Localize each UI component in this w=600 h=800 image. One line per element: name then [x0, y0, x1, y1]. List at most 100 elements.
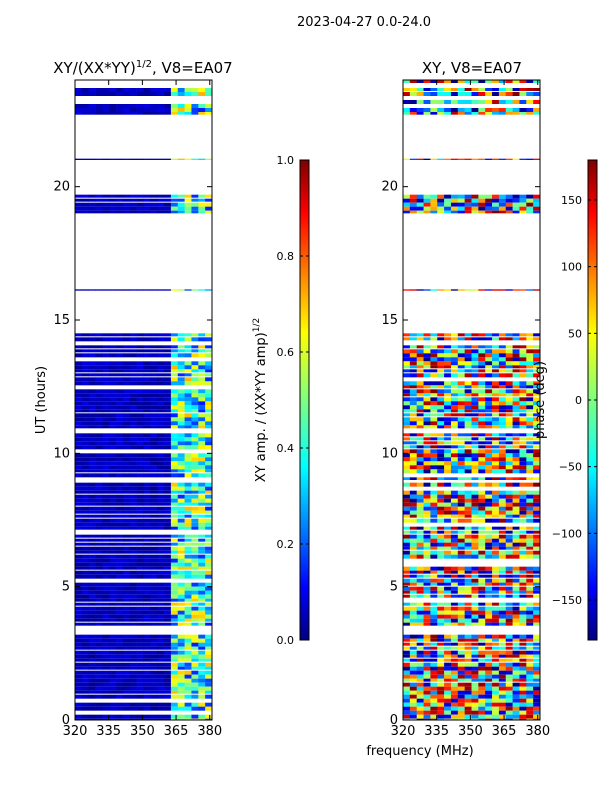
heatmap-cell	[450, 534, 459, 539]
heatmap-cell	[437, 502, 445, 507]
heatmap-cell	[95, 514, 103, 518]
heatmap-cell	[122, 92, 131, 96]
heatmap-cell	[512, 449, 520, 454]
heatmap-cell	[122, 112, 131, 115]
heatmap-cell	[485, 554, 493, 559]
heatmap-cell	[533, 682, 541, 687]
heatmap-cell	[81, 158, 89, 160]
heatmap-cell	[198, 206, 206, 211]
heatmap-cell	[102, 514, 110, 518]
heatmap-cell	[116, 662, 124, 667]
heatmap-cell	[478, 381, 486, 386]
heatmap-cell	[403, 590, 411, 594]
heatmap-cell	[471, 369, 479, 373]
heatmap-cell	[492, 710, 500, 715]
heatmap-cell	[492, 634, 500, 639]
heatmap-cell	[478, 100, 486, 104]
heatmap-cell	[170, 389, 179, 394]
heatmap-cell	[505, 526, 513, 530]
heatmap-cell	[512, 202, 520, 207]
heatmap-cell	[457, 714, 465, 719]
heatmap-cell	[150, 646, 158, 650]
heatmap-cell	[170, 534, 179, 538]
heatmap-cell	[102, 441, 110, 446]
heatmap-cell	[512, 465, 520, 470]
heatmap-cell	[136, 618, 144, 622]
heatmap-cell	[505, 445, 513, 449]
heatmap-cell	[519, 461, 527, 466]
heatmap-cell	[423, 494, 431, 499]
heatmap-cell	[177, 369, 185, 373]
heatmap-cell	[498, 461, 507, 466]
heatmap-cell	[143, 566, 151, 570]
heatmap-cell	[122, 650, 131, 655]
heatmap-cell	[164, 550, 172, 554]
heatmap-cell	[478, 646, 486, 650]
heatmap-cell	[164, 337, 172, 342]
heatmap-cell	[485, 457, 493, 462]
heatmap-cell	[403, 554, 411, 559]
heatmap-cell	[129, 682, 137, 687]
heatmap-cell	[498, 690, 507, 695]
heatmap-cell	[81, 638, 89, 643]
heatmap-cell	[444, 518, 452, 523]
heatmap-cell	[498, 365, 507, 369]
heatmap-cell	[136, 194, 144, 198]
heatmap-cell	[519, 465, 527, 470]
heatmap-cell	[102, 369, 110, 373]
heatmap-cell	[129, 514, 137, 518]
heatmap-cell	[102, 638, 110, 643]
heatmap-cell	[498, 638, 507, 642]
heatmap-cell	[464, 369, 472, 373]
heatmap-cell	[150, 104, 158, 108]
heatmap-cell	[157, 158, 165, 160]
heatmap-cell	[519, 457, 527, 462]
heatmap-cell	[88, 405, 96, 410]
heatmap-cell	[129, 441, 137, 446]
heatmap-cell	[205, 490, 213, 494]
heatmap-cell	[471, 642, 479, 646]
heatmap-cell	[485, 357, 493, 362]
heatmap-cell	[457, 421, 465, 426]
heatmap-cell	[437, 578, 445, 583]
heatmap-cell	[157, 606, 165, 611]
heatmap-cell	[533, 210, 541, 214]
heatmap-cell	[519, 389, 527, 394]
heatmap-cell	[423, 357, 431, 362]
heatmap-cell	[519, 682, 527, 687]
heatmap-cell	[505, 702, 513, 707]
heatmap-cell	[184, 425, 192, 429]
heatmap-cell	[102, 662, 110, 667]
heatmap-cell	[102, 389, 110, 394]
heatmap-cell	[88, 198, 96, 202]
heatmap-cell	[403, 658, 411, 662]
heatmap-cell	[143, 361, 151, 366]
heatmap-cell	[143, 686, 151, 691]
heatmap-cell	[75, 421, 83, 426]
heatmap-cell	[75, 397, 83, 402]
heatmap-cell	[150, 550, 158, 554]
heatmap-cell	[81, 425, 89, 429]
heatmap-cell	[88, 158, 96, 160]
heatmap-cell	[129, 397, 137, 402]
heatmap-cell	[116, 538, 124, 542]
heatmap-cell	[122, 670, 131, 675]
heatmap-cell	[177, 498, 185, 503]
heatmap-cell	[81, 598, 89, 602]
heatmap-cell	[177, 494, 185, 499]
heatmap-cell	[205, 441, 213, 446]
heatmap-cell	[450, 108, 459, 112]
heatmap-cell	[403, 702, 411, 707]
heatmap-cell	[437, 389, 445, 394]
heatmap-cell	[471, 650, 479, 655]
heatmap-cell	[170, 594, 179, 599]
heatmap-cell	[198, 494, 206, 499]
heatmap-cell	[198, 574, 206, 579]
heatmap-cell	[519, 88, 527, 91]
heatmap-cell	[478, 622, 486, 626]
heatmap-cell	[505, 373, 513, 378]
heatmap-cell	[444, 542, 452, 547]
heatmap-cell	[464, 441, 472, 445]
heatmap-cell	[416, 349, 424, 354]
